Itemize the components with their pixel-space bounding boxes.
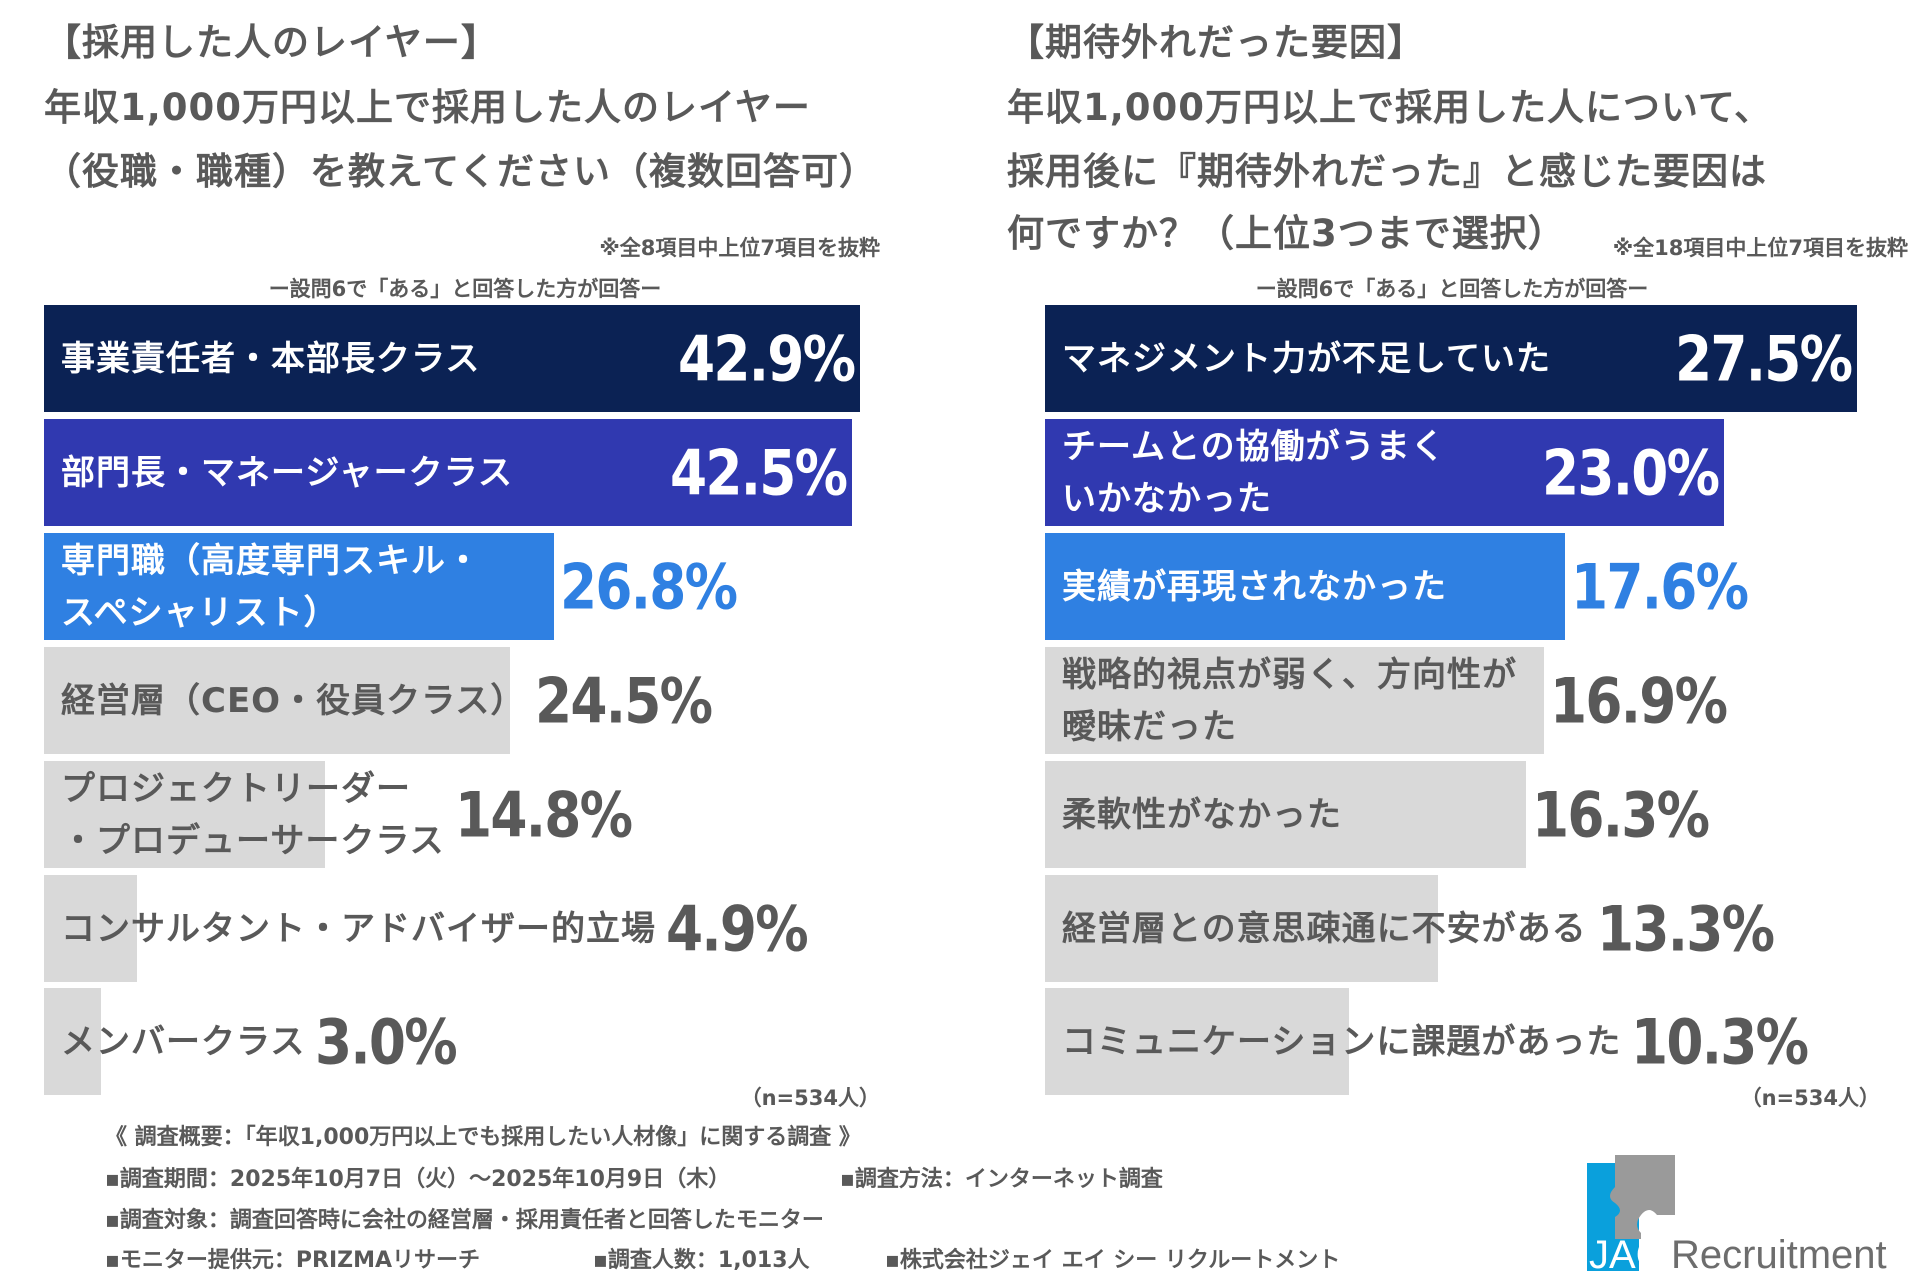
bar-label: 実績が再現されなかった: [1062, 566, 1447, 607]
bar-label: 経営層との意思疎通に不安がある: [1062, 908, 1587, 949]
bar-label: 戦略的視点が弱く、方向性が 曖昧だった: [1062, 654, 1517, 747]
bar-value-label: 4.9%: [666, 892, 809, 965]
bar-row: チームとの協働がうまく いかなかった 23.0%: [1045, 419, 1920, 526]
bar-row: コンサルタント・アドバイザー的立場 4.9%: [44, 875, 924, 982]
survey-method: ▪調査方法：インターネット調査: [840, 1167, 1163, 1192]
left-sample-size: （n=534人）: [740, 1086, 880, 1110]
bar-value-label: 42.5%: [669, 436, 848, 509]
left-note: ※全8項目中上位7項目を抜粋: [599, 236, 880, 260]
left-subnote: ー設問6で「ある」と回答した方が回答ー: [268, 277, 662, 301]
bar: [1045, 419, 1725, 526]
survey-provider: ▪モニター提供元：PRIZMAリサーチ: [105, 1248, 481, 1273]
bar-value-label: 42.9%: [677, 322, 856, 395]
left-title-line: 【採用した人のレイヤー】: [44, 21, 499, 64]
bar-row: 専門職（高度専門スキル・ スペシャリスト） 26.8%: [44, 533, 924, 640]
bar-value-label: 16.3%: [1532, 778, 1710, 851]
right-title-line: 採用後に『期待外れだった』と感じた要因は: [1007, 150, 1767, 193]
bar-value-label: 14.8%: [454, 778, 633, 851]
bar-label: メンバークラス: [61, 1021, 306, 1062]
bar-label: 事業責任者・本部長クラス: [61, 338, 481, 379]
bar: [1045, 305, 1858, 412]
left-title-line: （役職・職種）を教えてください（複数回答可）: [44, 150, 878, 193]
bar: [1045, 647, 1545, 754]
bar-label: コミュニケーションに課題があった: [1062, 1021, 1622, 1062]
bar: [1045, 875, 1438, 982]
svg-text:Recruitment: Recruitment: [1671, 1233, 1887, 1273]
bar-row: マネジメント力が不足していた 27.5%: [1045, 305, 1920, 412]
bar-row: メンバークラス 3.0%: [44, 988, 924, 1095]
right-note: ※全18項目中上位7項目を抜粋: [1612, 236, 1908, 260]
bar-value-label: 27.5%: [1674, 322, 1853, 395]
bar-label: 経営層（CEO・役員クラス）: [61, 680, 526, 721]
bar-row: コミュニケーションに課題があった 10.3%: [1045, 988, 1920, 1095]
right-title-line: 何ですか？（上位3つまで選択）: [1007, 212, 1566, 255]
svg-text:JAC: JAC: [1589, 1233, 1665, 1273]
puzzle-piece-logo-icon: JAC Recruitment: [1587, 1155, 1887, 1277]
bar-value-label: 23.0%: [1541, 436, 1720, 509]
right-title-line: 【期待外れだった要因】: [1007, 21, 1425, 64]
bar-label: 柔軟性がなかった: [1062, 794, 1342, 835]
bar-row: 経営層との意思疎通に不安がある 13.3%: [1045, 875, 1920, 982]
bar-label: 部門長・マネージャークラス: [61, 452, 513, 493]
left-title-line: 年収1,000万円以上で採用した人のレイヤー: [44, 86, 811, 129]
bar: [44, 988, 102, 1095]
bar-row: 戦略的視点が弱く、方向性が 曖昧だった 16.9%: [1045, 647, 1920, 754]
bar-value-label: 26.8%: [559, 550, 738, 623]
bar-value-label: 17.6%: [1570, 550, 1749, 623]
bar: [1045, 761, 1527, 868]
survey-count: ▪調査人数：1,013人: [593, 1248, 810, 1273]
bar-row: 事業責任者・本部長クラス 42.9%: [44, 305, 924, 412]
survey-target: ▪調査対象：調査回答時に会社の経営層・採用責任者と回答したモニター: [105, 1208, 824, 1233]
right-subnote: ー設問6で「ある」と回答した方が回答ー: [1255, 277, 1649, 301]
bar-value-label: 13.3%: [1596, 892, 1775, 965]
bar: [1045, 988, 1350, 1095]
bar-label: 専門職（高度専門スキル・ スペシャリスト）: [61, 540, 481, 633]
bar-row: 部門長・マネージャークラス 42.5%: [44, 419, 924, 526]
bar-value-label: 24.5%: [535, 664, 713, 737]
bar: [44, 875, 138, 982]
bar-row: 経営層（CEO・役員クラス） 24.5%: [44, 647, 924, 754]
bar: [44, 761, 326, 868]
bar-row: 実績が再現されなかった 17.6%: [1045, 533, 1920, 640]
right-sample-size: （n=534人）: [1740, 1086, 1880, 1110]
bar-value-label: 3.0%: [315, 1005, 458, 1078]
survey-company: ▪株式会社ジェイ エイ シー リクルートメント: [885, 1248, 1341, 1273]
bar: [1045, 533, 1565, 640]
bar-label: マネジメント力が不足していた: [1062, 338, 1551, 379]
bar-label: チームとの協働がうまく いかなかった: [1062, 426, 1446, 519]
survey-heading: 《 調査概要：「年収1,000万円以上でも採用したい人材像」に関する調査 》: [105, 1125, 861, 1150]
bar: [44, 305, 860, 412]
bar: [44, 533, 554, 640]
bar-row: プロジェクトリーダー ・プロデューサークラス 14.8%: [44, 761, 924, 868]
bar-value-label: 10.3%: [1631, 1005, 1809, 1078]
bar-label: プロジェクトリーダー ・プロデューサークラス: [61, 768, 445, 861]
survey-period: ▪調査期間：2025年10月7日（火）〜2025年10月9日（木）: [105, 1167, 731, 1192]
bar: [44, 647, 510, 754]
bar-label: コンサルタント・アドバイザー的立場: [61, 908, 656, 949]
bar-row: 柔軟性がなかった 16.3%: [1045, 761, 1920, 868]
bar-value-label: 16.9%: [1550, 664, 1728, 737]
bar: [44, 419, 853, 526]
right-title-line: 年収1,000万円以上で採用した人について、: [1007, 86, 1773, 129]
jac-recruitment-logo: JAC Recruitment: [1585, 1155, 1915, 1277]
